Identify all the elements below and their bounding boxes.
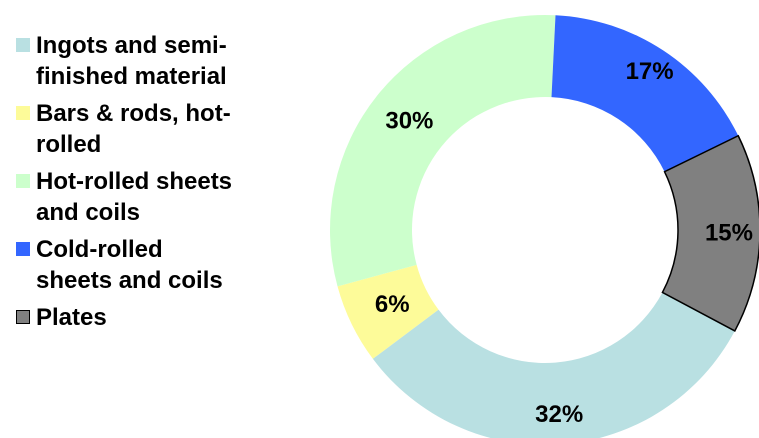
legend-swatch-plates: [16, 310, 30, 324]
legend-swatch-bars-rods: [16, 106, 30, 120]
slice-hot-rolled: [330, 15, 556, 287]
slice-label-bars-rods: 6%: [375, 291, 410, 318]
slice-ingots: [372, 292, 735, 438]
legend-label-ingots: Ingots and semi- finished material: [36, 32, 227, 90]
legend-label-bars-rods: Bars & rods, hot- rolled: [36, 100, 231, 158]
slice-plates: [661, 134, 759, 332]
legend-label-plates: Plates: [36, 304, 107, 331]
slice-bars-rods: [337, 264, 439, 359]
legend-item-plates: Plates: [16, 302, 306, 333]
legend: Ingots and semi- finished material Bars …: [16, 30, 306, 339]
legend-label-cold-rolled: Cold-rolled sheets and coils: [36, 236, 223, 294]
slice-label-hot-rolled: 30%: [385, 107, 433, 134]
legend-swatch-hot-rolled: [16, 174, 30, 188]
legend-item-cold-rolled: Cold-rolled sheets and coils: [16, 234, 306, 296]
legend-item-bars-rods: Bars & rods, hot- rolled: [16, 98, 306, 160]
slice-label-plates: 15%: [705, 220, 753, 247]
slice-label-ingots: 32%: [535, 401, 583, 428]
legend-item-ingots: Ingots and semi- finished material: [16, 30, 306, 92]
legend-swatch-cold-rolled: [16, 242, 30, 256]
legend-item-hot-rolled: Hot-rolled sheets and coils: [16, 166, 306, 228]
legend-label-hot-rolled: Hot-rolled sheets and coils: [36, 168, 233, 226]
slice-cold-rolled: [551, 15, 739, 172]
slice-label-cold-rolled: 17%: [626, 58, 674, 85]
legend-swatch-ingots: [16, 38, 30, 52]
